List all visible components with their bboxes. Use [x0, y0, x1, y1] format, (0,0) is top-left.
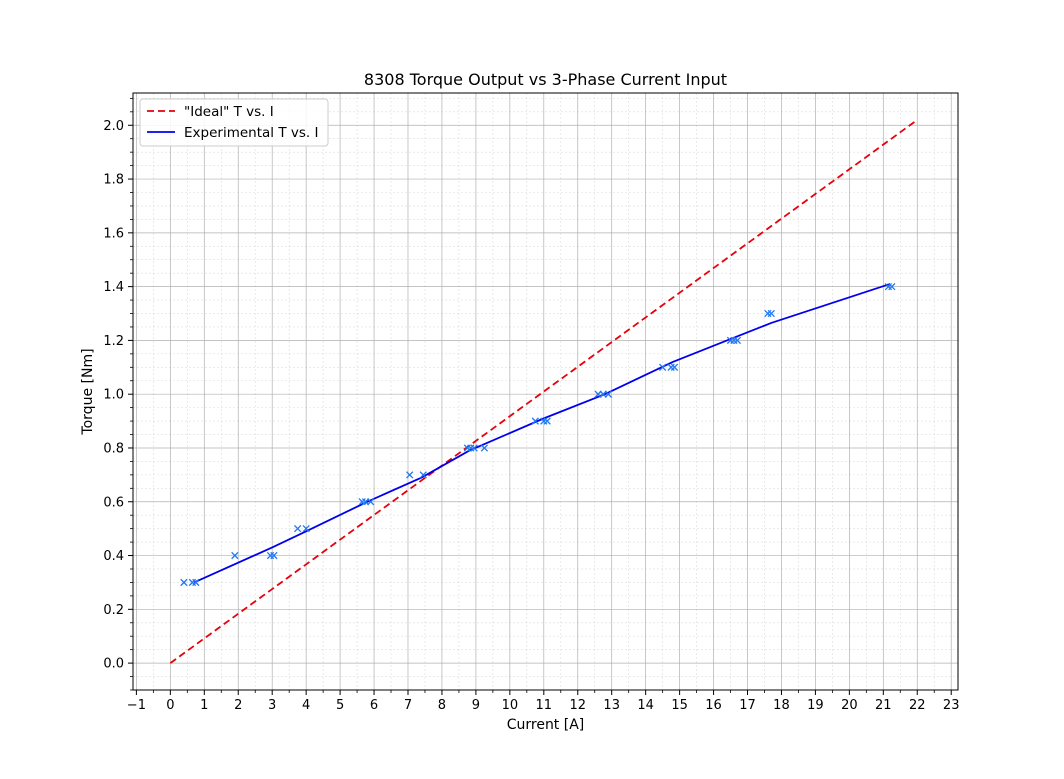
x-tick-label: 10 [502, 698, 519, 713]
x-tick-label: 5 [336, 698, 344, 713]
x-tick-label: 1 [200, 698, 208, 713]
marker-stroke [733, 336, 741, 345]
x-tick-label: 22 [909, 698, 926, 713]
marker-stroke [302, 524, 310, 533]
y-tick-label: 2.0 [103, 119, 124, 134]
x-tick-label: 2 [234, 698, 242, 713]
data-point-marker [733, 336, 741, 345]
x-tick-label: 13 [603, 698, 620, 713]
data-point-marker [180, 578, 188, 587]
data-point-marker [419, 471, 427, 479]
y-tick-label: 1.0 [103, 388, 124, 403]
y-tick-label: 0.4 [103, 549, 124, 564]
data-point-marker [231, 551, 239, 560]
legend-box [139, 98, 329, 147]
y-tick-label: 1.2 [103, 334, 124, 349]
x-tick-label: 18 [773, 698, 790, 713]
x-tick-label: −1 [127, 698, 146, 713]
x-tick-label: 17 [739, 698, 756, 713]
x-tick-label: 12 [569, 698, 586, 713]
x-tick-label: 14 [637, 698, 654, 713]
data-point-marker [604, 390, 612, 398]
y-tick-label: 0.2 [103, 603, 124, 618]
x-tick-label: 15 [671, 698, 688, 713]
y-axis-label: Torque [Nm] [80, 348, 96, 435]
ticks-layer: −1 0 1 2 3 4 5 6 7 8 9 10 11 12 13 14 15 16 17 18 19 20 21 22 23… [103, 97, 960, 713]
marker-stroke [888, 282, 896, 291]
x-tick-label: 21 [875, 698, 892, 713]
marker-stroke [406, 471, 414, 479]
chart-title: 8308 Torque Output vs 3-Phase Current In… [364, 70, 727, 89]
marker-stroke [604, 390, 612, 398]
marker-stroke [294, 524, 302, 533]
marker-stroke [231, 551, 239, 560]
y-tick-label: 1.4 [103, 280, 124, 295]
data-point-marker [406, 471, 414, 479]
x-tick-label: 19 [807, 698, 824, 713]
plot-frame [132, 92, 959, 691]
y-tick-label: 1.8 [103, 173, 124, 188]
data-point-marker [480, 444, 489, 452]
data-point-marker [888, 282, 896, 291]
marker-stroke [480, 444, 489, 452]
marker-stroke [419, 471, 427, 479]
major-grid [133, 93, 958, 690]
x-tick-label: 7 [404, 698, 412, 713]
marker-stroke [180, 578, 188, 587]
x-tick-label: 23 [943, 698, 960, 713]
legend: "Ideal" T vs. I Experimental T vs. I [139, 98, 329, 147]
series-layer [169, 119, 918, 664]
data-point-marker [470, 444, 478, 452]
marker-stroke [670, 363, 679, 371]
x-tick-label: 4 [302, 698, 310, 713]
experimental-line [193, 283, 891, 584]
marker-stroke [470, 444, 478, 452]
y-tick-label: 0.0 [103, 657, 124, 672]
marker-stroke [192, 578, 200, 587]
y-tick-label: 0.6 [103, 495, 124, 510]
marker-stroke [270, 551, 278, 560]
marker-stroke [543, 417, 551, 425]
x-tick-label: 0 [166, 698, 174, 713]
y-tick-label: 0.8 [103, 441, 124, 456]
x-tick-label: 16 [705, 698, 722, 713]
marker-stroke [531, 417, 539, 425]
data-point-marker [294, 524, 302, 533]
data-point-marker [270, 551, 278, 560]
x-tick-label: 11 [536, 698, 553, 713]
data-point-marker [543, 417, 551, 425]
x-tick-label: 6 [370, 698, 378, 713]
legend-label-experimental: Experimental T vs. I [184, 125, 318, 141]
y-tick-label: 1.6 [103, 226, 124, 241]
data-point-marker [531, 417, 539, 425]
x-tick-label: 8 [438, 698, 446, 713]
data-point-marker [658, 363, 667, 371]
x-tick-label: 9 [472, 698, 480, 713]
x-tick-label: 3 [268, 698, 276, 713]
data-point-marker [192, 578, 200, 587]
x-tick-label: 20 [841, 698, 858, 713]
x-axis-label: Current [A] [507, 717, 585, 733]
marker-stroke [658, 363, 667, 371]
data-point-marker [767, 309, 775, 318]
data-point-marker [366, 498, 375, 506]
legend-label-ideal: "Ideal" T vs. I [184, 104, 274, 120]
data-point-marker [670, 363, 679, 371]
marker-stroke [366, 498, 375, 506]
marker-stroke [767, 309, 775, 318]
data-point-marker [302, 524, 310, 533]
